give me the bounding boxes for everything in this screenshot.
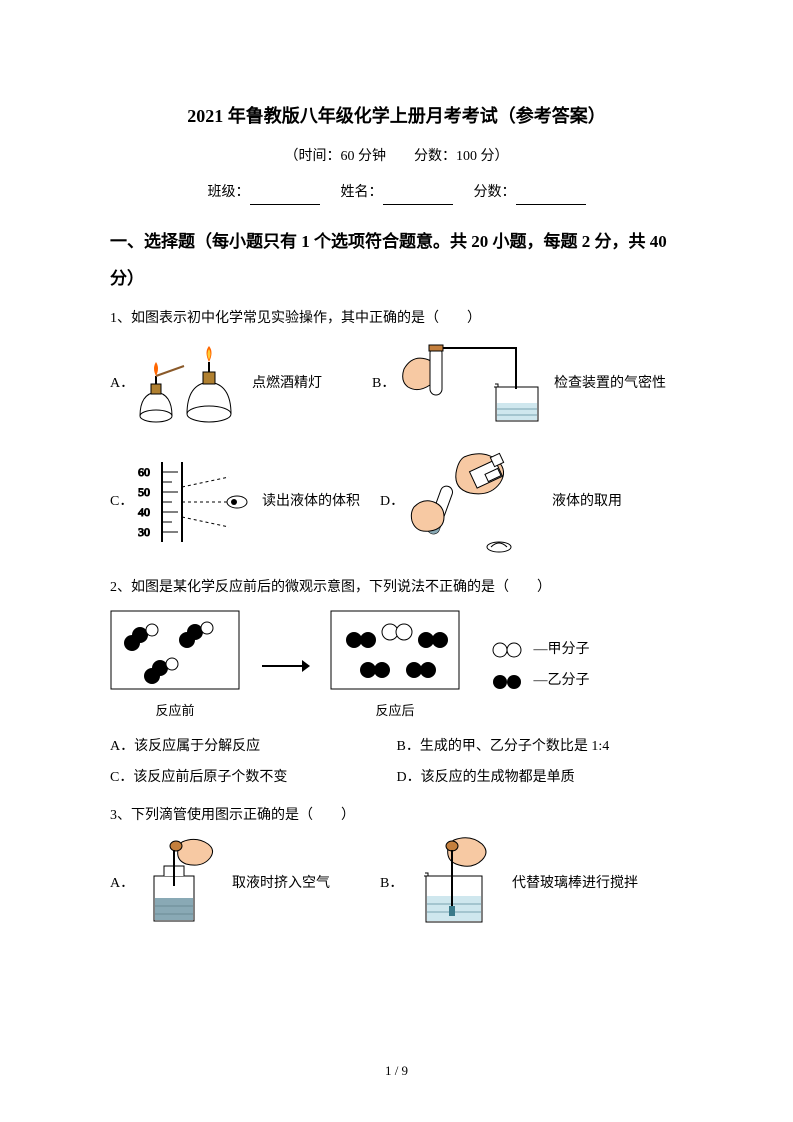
section-1-heading: 一、选择题（每小题只有 1 个选项符合题意。共 20 小题，每题 2 分，共 4… <box>110 223 683 298</box>
q3-a-figure <box>134 836 224 931</box>
q3-a-text: 取液时挤入空气 <box>232 871 330 896</box>
q1-c-figure: 60 50 40 30 <box>134 457 254 547</box>
q1-b-text: 检查装置的气密性 <box>554 371 666 396</box>
page-footer: 1 / 9 <box>0 1059 793 1082</box>
q1-row-cd: C． 60 50 40 30 读出液体的体积 D． <box>110 447 683 557</box>
q2-stem: 2、如图是某化学反应前后的微观示意图，下列说法不正确的是（ ） <box>110 575 683 600</box>
q2-arrow-icon <box>260 656 310 676</box>
svg-text:50: 50 <box>138 485 150 499</box>
svg-text:30: 30 <box>138 525 150 539</box>
q1-d-label: D． <box>380 489 404 514</box>
page-title: 2021 年鲁教版八年级化学上册月考考试（参考答案） <box>110 100 683 132</box>
q1-d-text: 液体的取用 <box>552 489 622 514</box>
q1-stem: 1、如图表示初中化学常见实验操作，其中正确的是（ ） <box>110 306 683 331</box>
exam-page: 2021 年鲁教版八年级化学上册月考考试（参考答案） （时间：60 分钟 分数：… <box>0 0 793 1122</box>
svg-text:40: 40 <box>138 505 150 519</box>
q1-a-figure <box>134 344 244 424</box>
q2-legend-2: —乙分子 <box>490 666 590 697</box>
q2-c: C．该反应前后原子个数不变 <box>110 762 397 793</box>
page-subtitle: （时间：60 分钟 分数：100 分） <box>110 144 683 169</box>
q3-b-text: 代替玻璃棒进行搅拌 <box>512 871 638 896</box>
q2-legend-1: —甲分子 <box>490 635 590 666</box>
name-label: 姓名： <box>341 185 383 200</box>
q1-d-figure <box>404 447 544 557</box>
q2-d: D．该反应的生成物都是单质 <box>397 762 684 793</box>
q1-c-label: C． <box>110 489 134 514</box>
q1-b-label: B． <box>372 371 396 396</box>
q2-a: A．该反应属于分解反应 <box>110 731 397 762</box>
q3-row-ab: A． 取液时挤入空气 B． 代替 <box>110 836 683 931</box>
student-fields: 班级： 姓名： 分数： <box>110 180 683 205</box>
q1-a-label: A． <box>110 371 134 396</box>
q3-b-figure <box>404 836 504 931</box>
q2-after-box <box>330 610 460 690</box>
q2-before-label: 反应前 <box>110 699 240 722</box>
q1-c-text: 读出液体的体积 <box>262 489 360 514</box>
q3-b-label: B． <box>380 871 404 896</box>
q2-diagram: 反应前 反应后 —甲分子 <box>110 610 683 723</box>
q2-after-label: 反应后 <box>330 699 460 722</box>
score-label: 分数： <box>474 185 516 200</box>
q1-b-figure <box>396 339 546 429</box>
class-blank <box>250 188 320 204</box>
q2-before-box <box>110 610 240 690</box>
q2-options: A．该反应属于分解反应 B．生成的甲、乙分子个数比是 1:4 C．该反应前后原子… <box>110 731 683 793</box>
q2-b: B．生成的甲、乙分子个数比是 1:4 <box>397 731 684 762</box>
class-label: 班级： <box>208 185 250 200</box>
q1-row-ab: A． 点燃酒精灯 B． <box>110 339 683 429</box>
svg-text:60: 60 <box>138 465 150 479</box>
q3-a-label: A． <box>110 871 134 896</box>
q1-a-text: 点燃酒精灯 <box>252 371 322 396</box>
q3-stem: 3、下列滴管使用图示正确的是（ ） <box>110 803 683 828</box>
name-blank <box>383 188 453 204</box>
score-blank <box>516 188 586 204</box>
